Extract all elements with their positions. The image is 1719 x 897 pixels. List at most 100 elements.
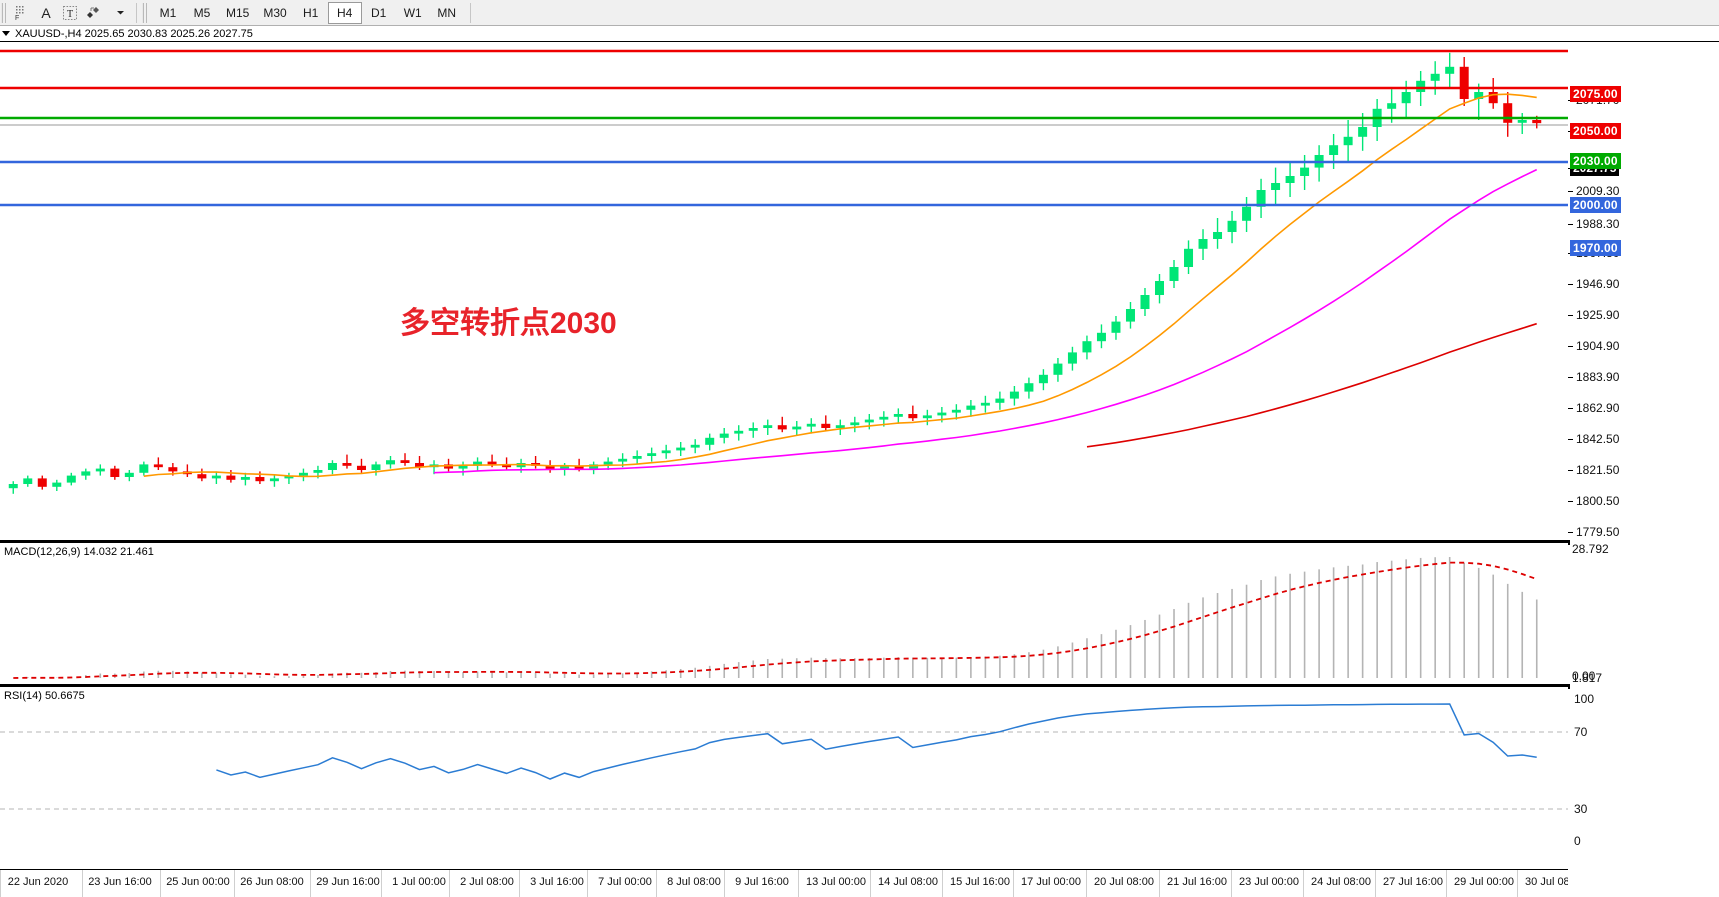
time-axis-separator (724, 870, 725, 897)
candle-body (1256, 190, 1266, 207)
price-level-badge[interactable]: 1970.00 (1570, 240, 1621, 256)
chevron-down-icon[interactable] (108, 2, 132, 24)
candle-body (1155, 281, 1164, 295)
svg-text:T: T (67, 9, 73, 20)
time-axis-separator (1303, 870, 1304, 897)
text-label-icon[interactable]: T (58, 2, 82, 24)
time-axis-separator (1446, 870, 1447, 897)
candle-body (705, 437, 715, 445)
candle-body (1517, 120, 1527, 123)
candle-body (1358, 127, 1368, 137)
candle-body (1343, 136, 1353, 146)
timeframe-m30[interactable]: M30 (263, 5, 287, 20)
timeframe-mn[interactable]: MN (437, 5, 457, 20)
macd-chart-svg (13, 557, 1538, 679)
collapse-icon[interactable] (2, 31, 10, 36)
candle-body (95, 468, 105, 472)
timeframe-d1[interactable]: D1 (371, 5, 387, 20)
candle-body (1169, 267, 1179, 281)
timeframe-h1[interactable]: H1 (303, 5, 319, 20)
pane-divider-price-macd[interactable] (0, 540, 1568, 543)
candle-body (1227, 220, 1237, 232)
candle-body (8, 484, 18, 489)
candle-body (661, 450, 671, 454)
candle-body (66, 475, 76, 483)
timeframe-w1[interactable]: W1 (403, 5, 422, 20)
rsi-pane[interactable] (0, 689, 1568, 869)
time-axis-separator (449, 870, 450, 897)
candle-body (719, 433, 729, 438)
time-axis[interactable]: 22 Jun 2020 23 Jun 16:00 25 Jun 00:00 26 Ju… (0, 870, 1585, 897)
candle-body (1242, 206, 1252, 221)
candle-body (1271, 183, 1281, 190)
pane-divider-bottom (0, 869, 1568, 870)
time-axis-label: 2 Jul 08:00 (460, 876, 514, 888)
rsi-axis[interactable]: 100 70 30 0 (1568, 689, 1719, 869)
candle-body (226, 475, 236, 480)
candle-body (574, 465, 584, 469)
candle-body (284, 475, 294, 479)
candle-body (1445, 66, 1455, 74)
time-axis-label: 14 Jul 08:00 (878, 876, 938, 888)
axis-corner (1568, 870, 1719, 897)
timeframe-grip[interactable] (142, 2, 149, 23)
candle-body (1213, 232, 1223, 239)
rsi-title: RSI(14) 50.6675 (4, 690, 85, 702)
pane-divider-macd-rsi[interactable] (0, 684, 1568, 687)
time-axis-label: 25 Jun 00:00 (166, 876, 230, 888)
candle-body (1474, 92, 1484, 99)
crosshair-icon[interactable]: F (10, 2, 34, 24)
text-icon[interactable]: A (34, 2, 58, 24)
candle-body (458, 465, 468, 469)
candle-body (269, 478, 279, 482)
price-axis[interactable]: 2071.702050.702027.752009.301988.301967.… (1568, 43, 1719, 588)
candle-body (211, 475, 221, 479)
time-axis-label: 7 Jul 00:00 (598, 876, 652, 888)
price-axis-label: 1779.50 (1576, 525, 1620, 539)
macd-axis[interactable]: 28.792 1.817 0.00 (1568, 542, 1719, 685)
timeframe-m5[interactable]: M5 (193, 5, 211, 20)
time-axis-separator (234, 870, 235, 897)
timeframe-m15[interactable]: M15 (226, 5, 250, 20)
candle-body (1329, 145, 1339, 155)
time-axis-label: 29 Jul 00:00 (1454, 876, 1514, 888)
candle-body (893, 414, 903, 417)
candle-body (734, 430, 744, 434)
candle-body (1401, 92, 1411, 104)
price-level-badge[interactable]: 2000.00 (1570, 197, 1621, 213)
macd-axis-label: 0.00 (1572, 669, 1596, 683)
rsi-axis-label: 100 (1574, 692, 1595, 706)
candle-body (748, 428, 758, 431)
rsi-axis-label: 30 (1574, 802, 1588, 816)
candle-body (632, 456, 642, 459)
time-axis-separator (942, 870, 943, 897)
candle-body (835, 425, 845, 428)
timeframe-m1[interactable]: M1 (159, 5, 177, 20)
shapes-icon[interactable] (82, 2, 108, 24)
time-axis-label: 29 Jun 16:00 (316, 876, 380, 888)
candle-body (168, 467, 178, 472)
candle-body (1300, 167, 1310, 176)
candle-body (995, 398, 1005, 403)
price-pane[interactable]: 多空转折点2030 (0, 43, 1568, 540)
toolbar-grip[interactable] (1, 2, 8, 23)
candle-body (1096, 332, 1106, 342)
price-level-badge[interactable]: 2030.00 (1570, 153, 1621, 169)
price-level-badge[interactable]: 2050.00 (1570, 123, 1621, 139)
candle-body (444, 464, 454, 469)
price-level-badge[interactable]: 2075.00 (1570, 86, 1621, 102)
time-axis-separator (587, 870, 588, 897)
time-axis-separator (1375, 870, 1376, 897)
time-axis-label: 9 Jul 16:00 (735, 876, 789, 888)
candle-body (52, 482, 62, 487)
timeframe-h4[interactable]: H4 (327, 1, 362, 24)
time-axis-label: 23 Jul 00:00 (1239, 876, 1299, 888)
candle-body (197, 474, 207, 479)
candle-body (1459, 66, 1469, 99)
macd-pane[interactable] (0, 545, 1568, 684)
candle-body (81, 471, 91, 476)
candle-body (473, 461, 483, 466)
price-axis-label: 1988.30 (1576, 217, 1620, 231)
candle-body (850, 422, 860, 426)
